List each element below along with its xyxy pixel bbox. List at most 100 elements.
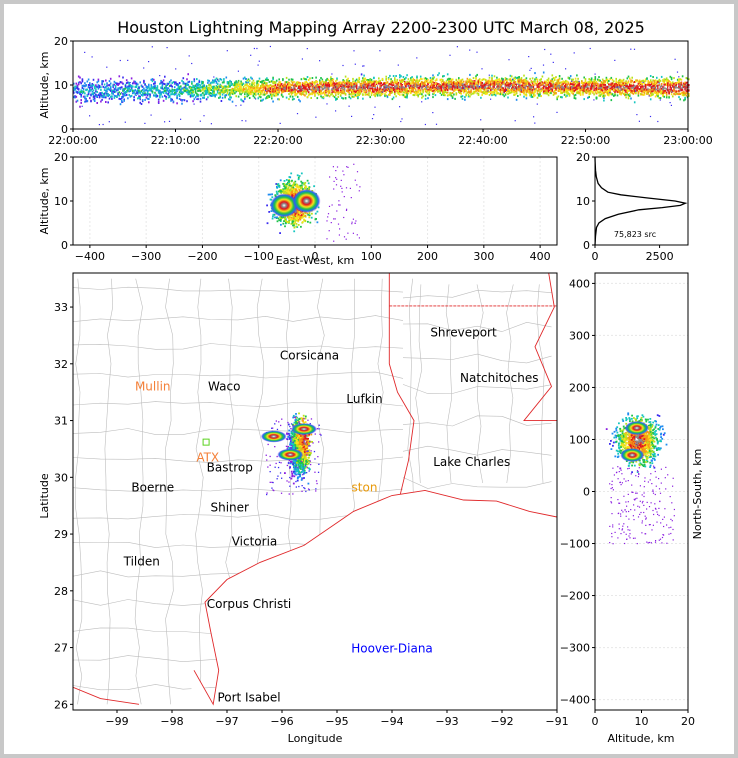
source-mark	[454, 81, 456, 84]
source-mark	[284, 84, 287, 87]
source-mark	[228, 82, 230, 85]
source-mark	[170, 84, 172, 87]
source-mark	[149, 95, 151, 98]
source-mark	[533, 95, 535, 98]
source-mark	[395, 82, 397, 85]
source-mark	[327, 92, 330, 94]
source-mark	[272, 80, 274, 83]
source-mark	[584, 84, 587, 87]
source-mark	[98, 94, 101, 97]
source-mark	[410, 82, 412, 85]
source-mark	[490, 81, 492, 84]
source-mark	[402, 86, 405, 89]
source-mark	[166, 87, 169, 90]
source-mark	[373, 114, 375, 116]
source-mark	[619, 85, 621, 88]
source-mark	[459, 90, 461, 93]
source-mark	[456, 82, 459, 85]
source-mark	[611, 93, 614, 96]
source-mark	[455, 87, 458, 90]
source-mark	[428, 81, 431, 84]
source-mark	[116, 96, 118, 98]
source-mark	[140, 89, 143, 92]
source-mark	[301, 82, 304, 85]
source-mark	[335, 83, 337, 86]
source-mark	[400, 88, 402, 91]
source-mark	[418, 87, 421, 90]
source-mark	[416, 94, 418, 96]
source-mark	[197, 82, 199, 85]
source-mark	[551, 88, 554, 91]
source-mark	[183, 88, 186, 91]
source-mark	[128, 85, 130, 88]
source-mark	[347, 91, 349, 93]
source-mark	[101, 83, 103, 86]
source-mark	[549, 91, 551, 94]
source-mark	[531, 88, 534, 91]
source-mark	[79, 105, 81, 108]
source-mark	[73, 89, 75, 92]
source-mark	[397, 86, 400, 89]
source-mark	[266, 92, 268, 94]
source-mark	[502, 83, 504, 86]
source-mark	[226, 92, 229, 95]
source-mark	[84, 82, 86, 85]
source-mark	[494, 94, 497, 97]
source-mark	[328, 90, 331, 92]
source-mark	[476, 81, 478, 84]
source-mark	[226, 81, 229, 83]
source-mark	[513, 81, 515, 84]
source-mark	[439, 84, 442, 86]
source-mark	[101, 98, 103, 101]
source-mark	[574, 93, 577, 96]
source-mark	[87, 91, 90, 94]
source-mark	[406, 93, 408, 96]
source-mark	[529, 69, 531, 71]
source-mark	[594, 81, 597, 84]
source-mark	[325, 91, 327, 94]
source-mark	[229, 94, 231, 97]
source-mark	[248, 97, 251, 99]
source-mark	[483, 78, 486, 81]
source-mark	[240, 87, 242, 90]
source-mark	[445, 81, 448, 84]
source-mark	[338, 91, 341, 94]
source-mark	[438, 72, 440, 75]
source-mark	[151, 90, 154, 93]
source-mark	[173, 83, 176, 85]
source-mark	[293, 85, 295, 88]
source-mark	[80, 82, 82, 85]
source-mark	[367, 80, 369, 83]
source-mark	[558, 78, 561, 81]
source-mark	[515, 85, 518, 88]
source-mark	[368, 84, 370, 87]
source-mark	[199, 97, 202, 100]
source-mark	[528, 56, 530, 58]
source-mark	[173, 86, 176, 89]
source-mark	[467, 93, 470, 96]
source-mark	[209, 87, 212, 90]
source-mark	[466, 85, 469, 88]
source-mark	[76, 99, 79, 102]
source-mark	[352, 95, 354, 98]
source-mark	[617, 91, 620, 93]
source-mark	[311, 86, 314, 89]
source-mark	[252, 91, 255, 94]
source-mark	[193, 78, 196, 81]
figure: Houston Lightning Mapping Array 2200-230…	[4, 4, 734, 754]
source-mark	[209, 89, 212, 91]
source-mark	[224, 96, 226, 99]
source-mark	[498, 85, 501, 88]
source-mark	[214, 87, 216, 90]
source-mark	[74, 96, 76, 99]
source-mark	[117, 87, 119, 90]
source-mark	[499, 79, 502, 82]
source-mark	[421, 101, 423, 103]
source-mark	[346, 78, 348, 81]
source-mark	[322, 97, 325, 100]
source-mark	[326, 85, 328, 88]
source-mark	[378, 92, 380, 95]
source-mark	[314, 94, 316, 97]
source-mark	[319, 83, 321, 86]
source-mark	[316, 88, 319, 91]
